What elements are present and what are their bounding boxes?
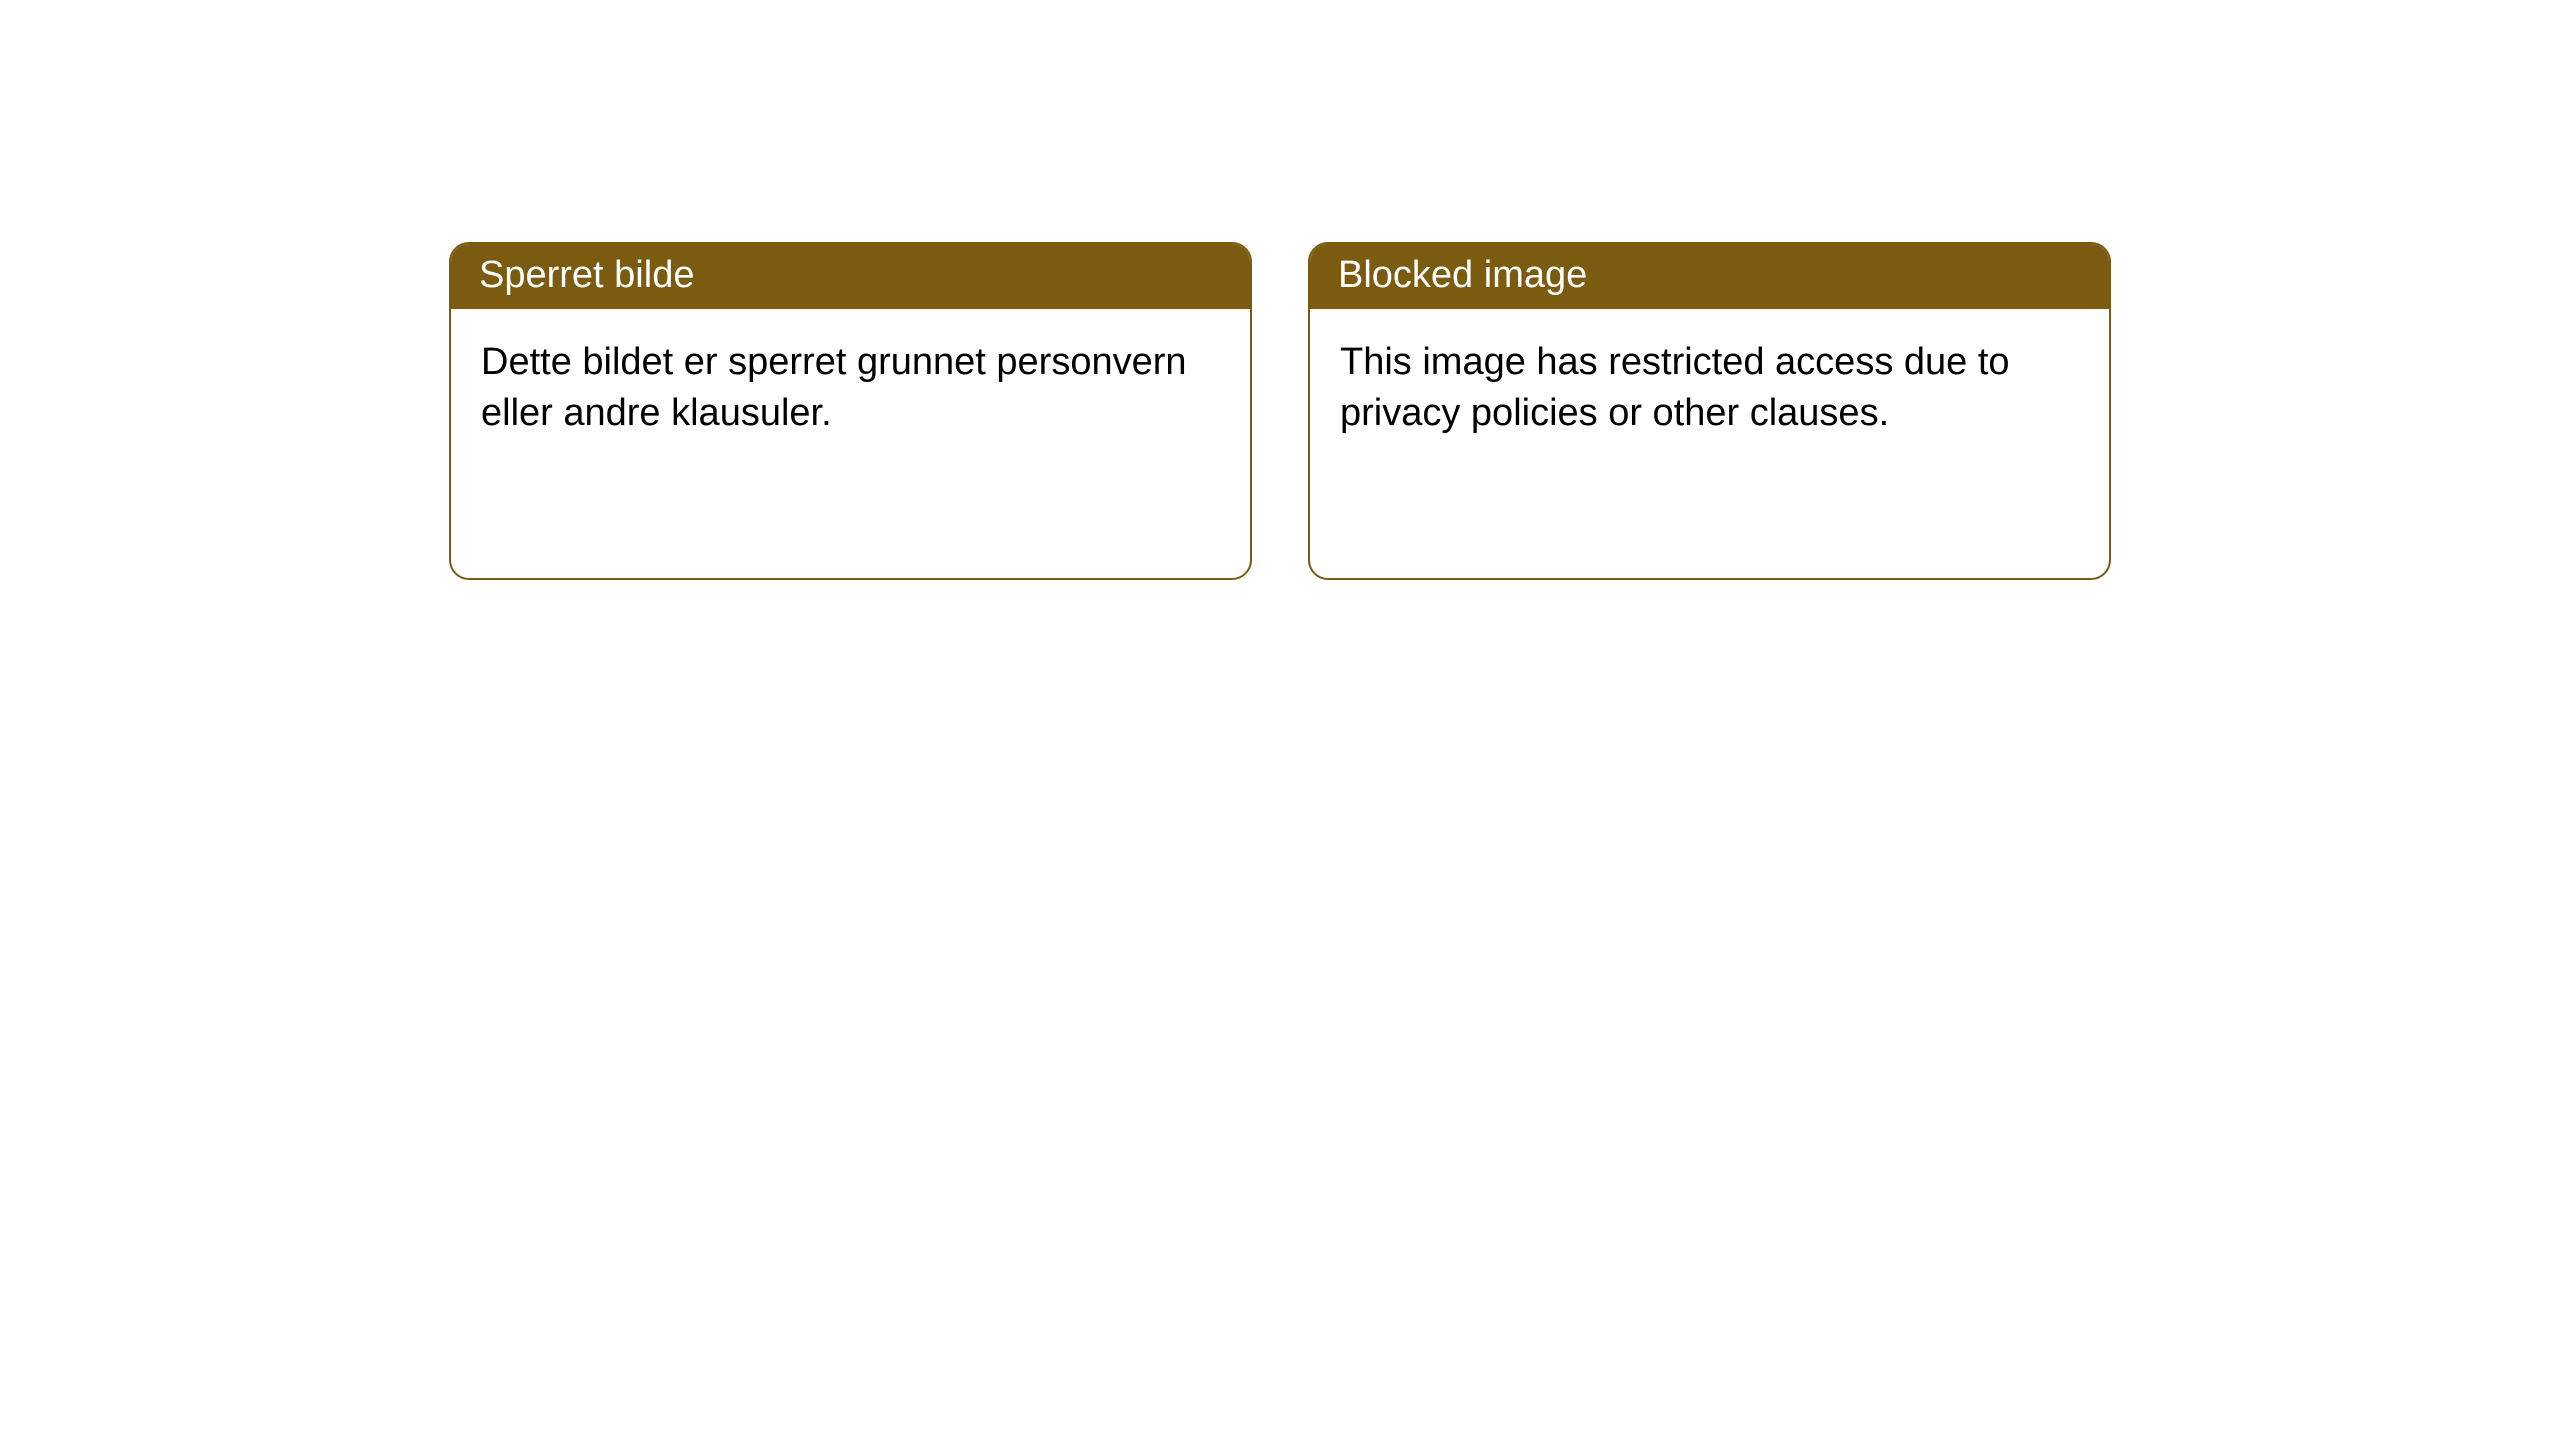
- card-body-text: Dette bildet er sperret grunnet personve…: [481, 341, 1187, 434]
- blocked-image-card-english: Blocked image This image has restricted …: [1308, 242, 2111, 580]
- notice-cards-container: Sperret bilde Dette bildet er sperret gr…: [449, 242, 2111, 580]
- card-body: This image has restricted access due to …: [1310, 309, 2109, 468]
- card-title: Sperret bilde: [479, 254, 694, 296]
- card-header: Sperret bilde: [451, 244, 1250, 309]
- card-body-text: This image has restricted access due to …: [1340, 341, 2010, 434]
- blocked-image-card-norwegian: Sperret bilde Dette bildet er sperret gr…: [449, 242, 1252, 580]
- card-body: Dette bildet er sperret grunnet personve…: [451, 309, 1250, 468]
- card-header: Blocked image: [1310, 244, 2109, 309]
- card-title: Blocked image: [1338, 254, 1587, 296]
